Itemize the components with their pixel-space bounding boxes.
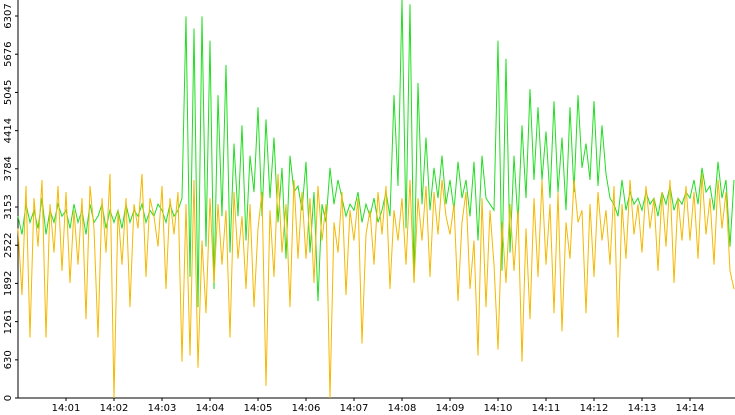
y-tick-label: 6307 xyxy=(3,3,14,28)
x-tick-label: 14:12 xyxy=(580,403,609,414)
y-tick-label: 3153 xyxy=(3,194,14,219)
x-tick-label: 14:03 xyxy=(148,403,177,414)
x-tick-label: 14:09 xyxy=(436,403,465,414)
x-tick-label: 14:14 xyxy=(676,403,705,414)
x-tick-label: 14:05 xyxy=(244,403,273,414)
x-tick-label: 14:02 xyxy=(100,403,129,414)
x-tick-label: 14:08 xyxy=(388,403,417,414)
y-tick-label: 3784 xyxy=(3,156,14,181)
series-line xyxy=(17,0,735,308)
y-tick-label: 5676 xyxy=(3,41,14,66)
x-tick-label: 14:10 xyxy=(484,403,513,414)
x-tick-label: 14:07 xyxy=(340,403,369,414)
x-tick-label: 14:04 xyxy=(196,403,225,414)
y-tick-label: 2522 xyxy=(3,233,14,258)
y-tick-label: 5045 xyxy=(3,80,14,105)
x-tick-label: 14:11 xyxy=(532,403,561,414)
y-tick-label: 1892 xyxy=(3,271,14,296)
series-line xyxy=(17,173,735,399)
x-tick-label: 14:13 xyxy=(628,403,657,414)
y-tick-label: 0 xyxy=(3,395,14,401)
x-tick-label: 14:01 xyxy=(52,403,81,414)
y-tick-label: 4414 xyxy=(3,118,14,143)
y-tick-label: 1261 xyxy=(3,309,14,334)
y-tick-label: 630 xyxy=(3,350,14,369)
x-tick-label: 14:06 xyxy=(292,403,321,414)
